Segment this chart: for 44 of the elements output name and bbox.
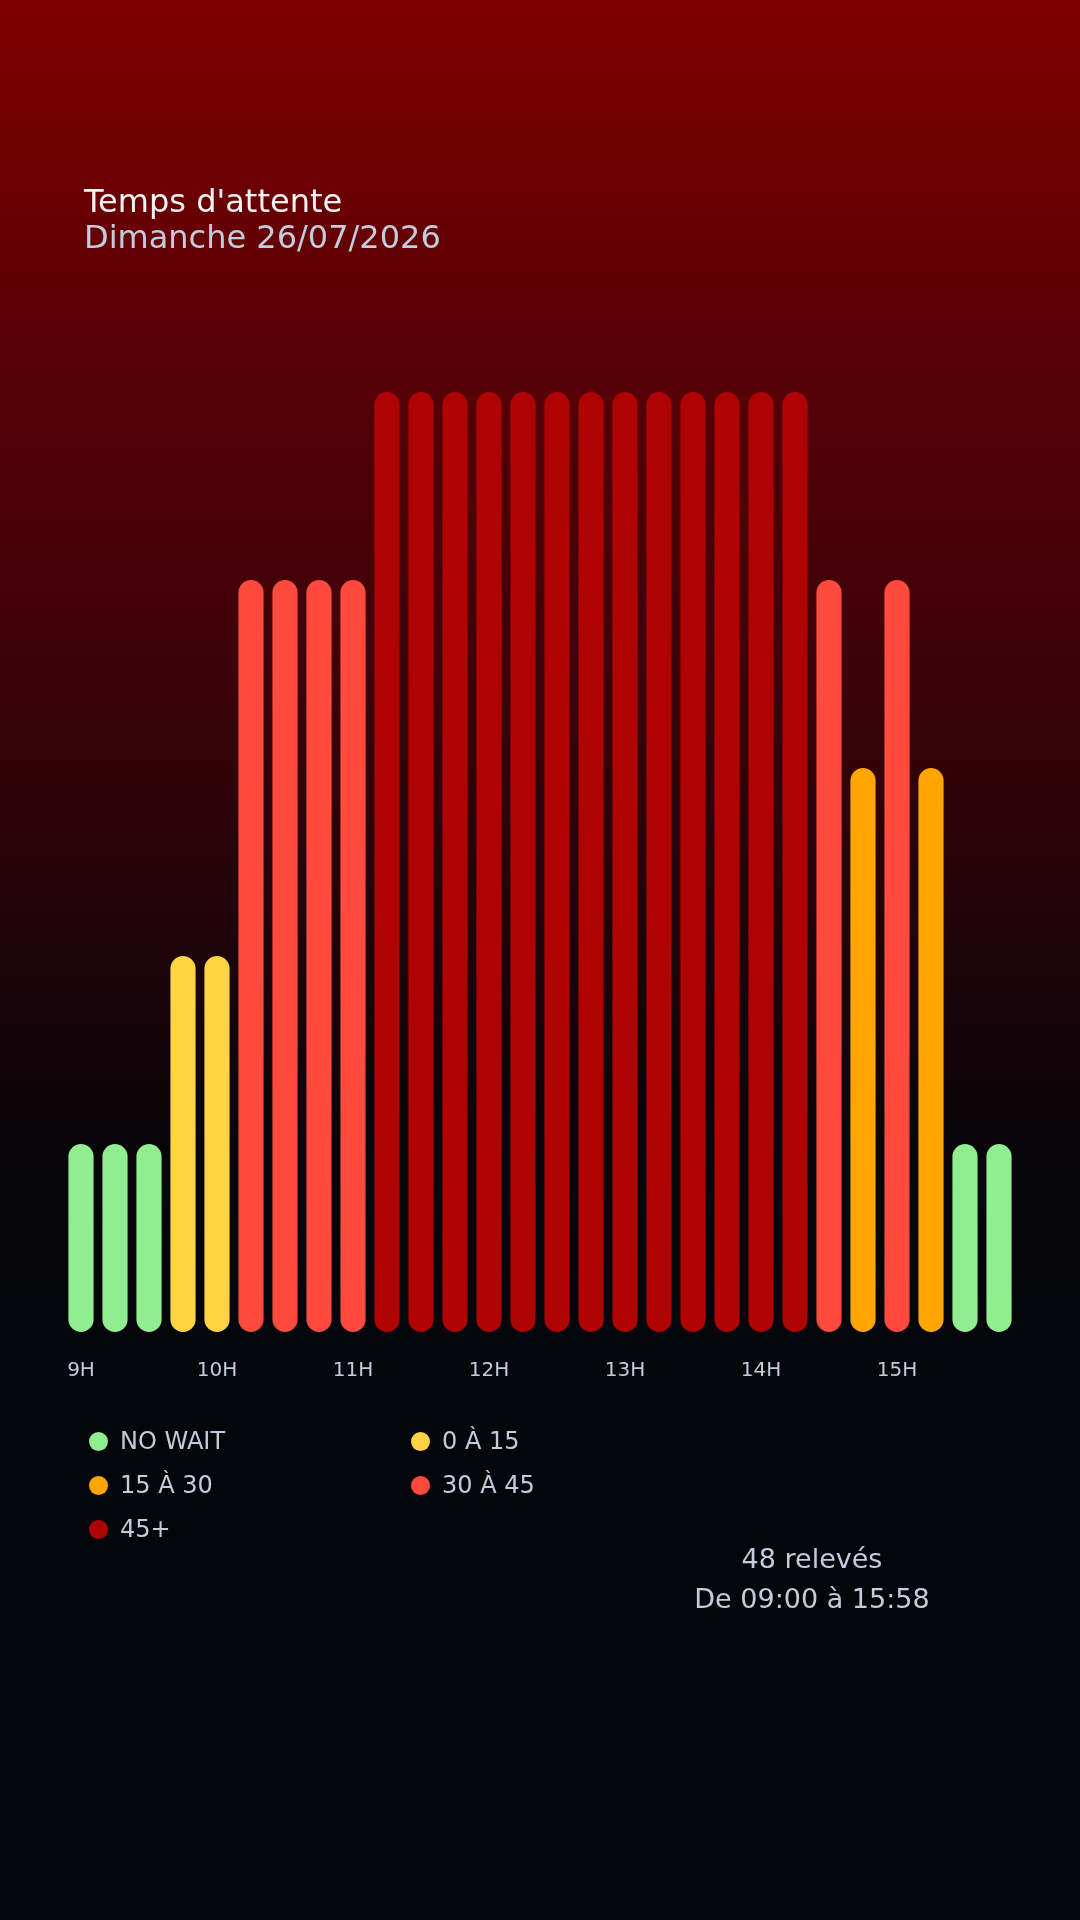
bar — [680, 392, 706, 1332]
bar — [748, 392, 774, 1332]
x-tick-label: 14H — [740, 1357, 782, 1382]
bar — [816, 580, 842, 1332]
bar — [68, 1144, 94, 1332]
bar — [238, 580, 264, 1332]
bar — [476, 392, 502, 1332]
legend-label: 30 À 45 — [442, 1471, 535, 1499]
text: 48 relevés — [740, 1542, 884, 1576]
bar — [918, 768, 944, 1332]
bar — [578, 392, 604, 1332]
bar — [136, 1144, 162, 1332]
x-tick-label: 12H — [468, 1357, 510, 1382]
bar — [612, 392, 638, 1332]
x-tick-label: 13H — [604, 1357, 646, 1382]
legend-label: 15 À 30 — [120, 1471, 213, 1499]
bar — [272, 580, 298, 1332]
x-tick-label: 9H — [67, 1357, 95, 1382]
chart-title: Temps d'attente — [84, 182, 344, 220]
bar — [408, 392, 434, 1332]
bar — [170, 956, 196, 1332]
x-tick-label: 15H — [876, 1357, 918, 1382]
bar — [442, 392, 468, 1332]
bar — [340, 580, 366, 1332]
bar — [714, 392, 740, 1332]
bar — [986, 1144, 1012, 1332]
legend-label: NO WAIT — [120, 1427, 226, 1455]
bar — [884, 580, 910, 1332]
legend-label: 0 À 15 — [442, 1427, 520, 1455]
chart-subtitle: Dimanche 26/07/2026 — [84, 218, 441, 256]
bar — [374, 392, 400, 1332]
bar — [646, 392, 672, 1332]
bar — [204, 956, 230, 1332]
x-tick-label: 11H — [332, 1357, 374, 1382]
bar — [952, 1144, 978, 1332]
bar — [850, 768, 876, 1332]
bar — [782, 392, 808, 1332]
text: De 09:00 à 15:58 — [693, 1582, 931, 1616]
bar — [102, 1144, 128, 1332]
legend-label: 45+ — [120, 1515, 171, 1543]
bar — [510, 392, 536, 1332]
bar — [306, 580, 332, 1332]
x-tick-label: 10H — [196, 1357, 238, 1382]
bar — [544, 392, 570, 1332]
